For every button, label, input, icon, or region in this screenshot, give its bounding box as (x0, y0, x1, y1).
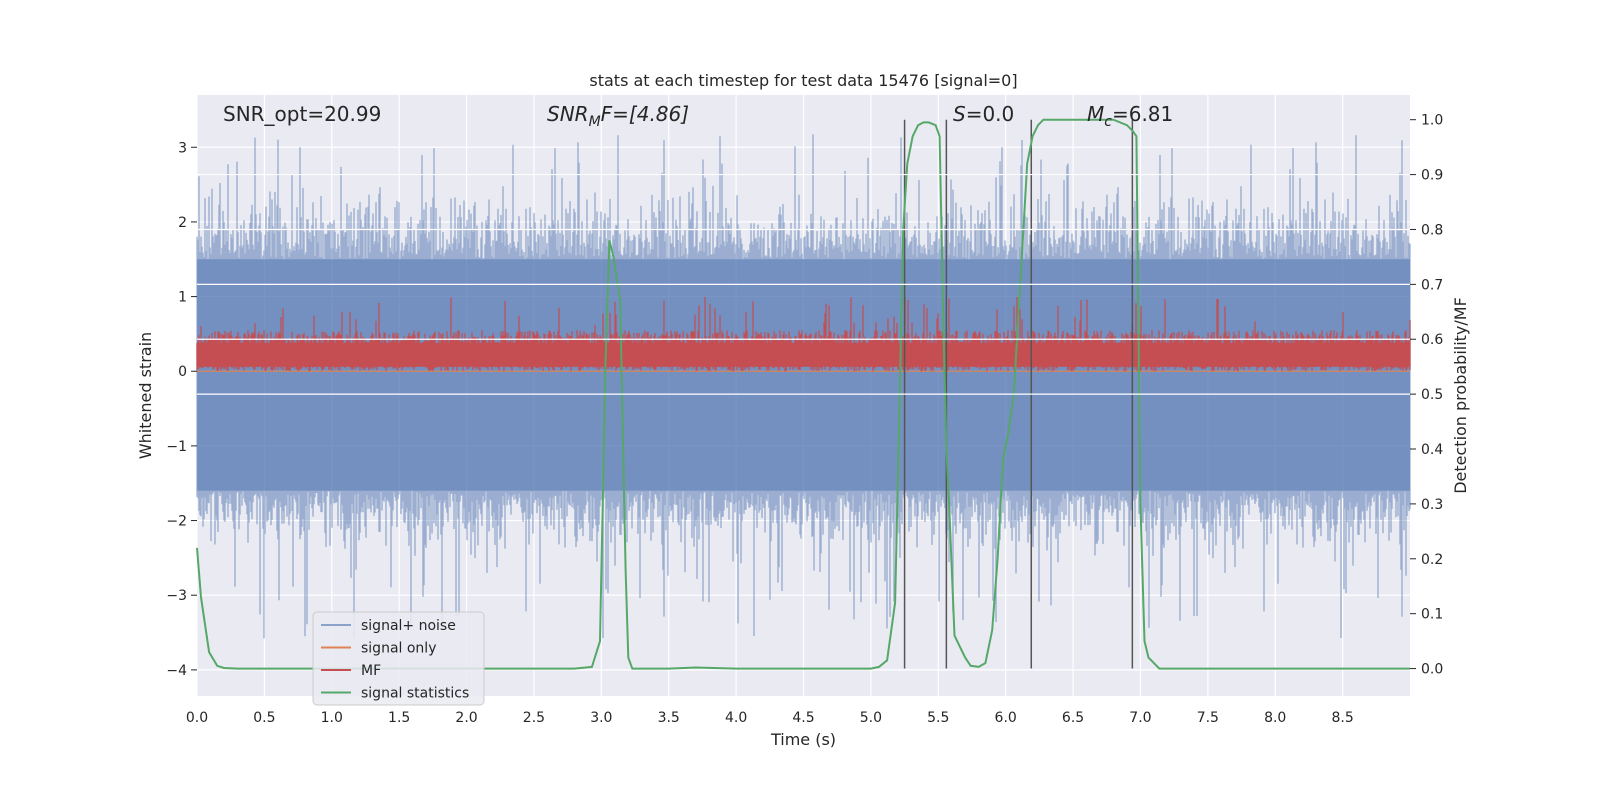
axis-ticks: 0.0 0.5 1.0 1.5 2.0 2.5 3.0 3.5 4.0 4.5 5.0 5.5 6.0 6… (166, 113, 1443, 726)
annotation-s-label: S (953, 102, 966, 126)
y-right-tick-label: 0.3 (1421, 497, 1443, 513)
series-signal-noise (196, 134, 1411, 639)
annotation-snr-opt: SNR_opt=20.99 (223, 102, 381, 126)
x-tick-label: 4.5 (792, 710, 814, 726)
annotation-mc-label: M (1087, 102, 1104, 126)
legend-label: signal statistics (361, 686, 469, 702)
series-signal-statistics (196, 118, 1410, 670)
x-tick-label: 6.5 (1062, 710, 1084, 726)
legend: signal+ noise signal only MF signal statist… (312, 611, 485, 706)
x-tick-label: 8.5 (1331, 710, 1353, 726)
x-tick-label: 2.5 (523, 710, 545, 726)
y-right-tick-label: 0.2 (1421, 552, 1443, 568)
x-tick-label: 2.0 (455, 710, 477, 726)
y-axis-label: Whitened strain (136, 332, 155, 459)
annotation-snr-mf: SNRMF=[4.86] (547, 102, 689, 130)
x-tick-label: 6.0 (995, 710, 1017, 726)
legend-box (312, 611, 485, 706)
y-right-tick-label: 0.0 (1421, 662, 1443, 678)
y-tick-label: 0 (178, 364, 187, 380)
annotation-mc: Mc=6.81 (1087, 102, 1173, 130)
y-right-tick-label: 0.7 (1421, 277, 1443, 293)
y-tick-label: 1 (178, 290, 187, 306)
x-tick-label: 7.5 (1197, 710, 1219, 726)
annotation-snr-mf-rest: F=[4.86] (601, 102, 689, 126)
annotation-snr-mf-label: SNR (547, 102, 589, 126)
x-tick-label: 8.0 (1264, 710, 1286, 726)
x-tick-label: 1.5 (388, 710, 410, 726)
y-right-tick-label: 0.9 (1421, 168, 1443, 184)
y-right-tick-label: 0.1 (1421, 607, 1443, 623)
y-right-tick-label: 1.0 (1421, 113, 1443, 129)
y-tick-label: −2 (166, 514, 187, 530)
annotation-mc-rest: =6.81 (1112, 102, 1173, 126)
x-tick-label: 5.5 (927, 710, 949, 726)
y-axis-right-label: Detection probability/MF (1451, 297, 1470, 494)
x-tick-label: 0.0 (186, 710, 208, 726)
chart-title: stats at each timestep for test data 154… (589, 71, 1017, 90)
x-tick-label: 5.0 (860, 710, 882, 726)
signal-statistics-line (196, 118, 1410, 670)
y-right-tick-label: 0.6 (1421, 332, 1443, 348)
annotation-snr-mf-sub: M (589, 114, 601, 130)
series-mf (196, 296, 1411, 372)
y-tick-label: −3 (166, 588, 187, 604)
x-tick-label: 1.0 (321, 710, 343, 726)
y-right-tick-label: 0.5 (1421, 387, 1443, 403)
y-tick-label: −1 (166, 439, 187, 455)
right-axis-grid (197, 173, 1410, 395)
y-tick-label: −4 (166, 663, 187, 679)
legend-label: MF (361, 663, 381, 679)
mf-trace (196, 296, 1411, 372)
annotation-s: S=0.0 (953, 102, 1014, 126)
x-tick-label: 7.0 (1129, 710, 1151, 726)
y-tick-label: 3 (178, 140, 187, 156)
y-right-tick-label: 0.4 (1421, 442, 1443, 458)
annotation-s-rest: =0.0 (966, 102, 1015, 126)
legend-label: signal+ noise (361, 618, 456, 634)
x-tick-label: 3.0 (590, 710, 612, 726)
x-tick-label: 0.5 (253, 710, 275, 726)
x-axis-label: Time (s) (770, 730, 836, 749)
x-tick-label: 4.0 (725, 710, 747, 726)
y-right-tick-label: 0.8 (1421, 222, 1443, 238)
y-tick-label: 2 (178, 215, 187, 231)
x-tick-label: 3.5 (658, 710, 680, 726)
legend-label: signal only (361, 641, 436, 657)
annotation-mc-sub: c (1104, 114, 1112, 130)
